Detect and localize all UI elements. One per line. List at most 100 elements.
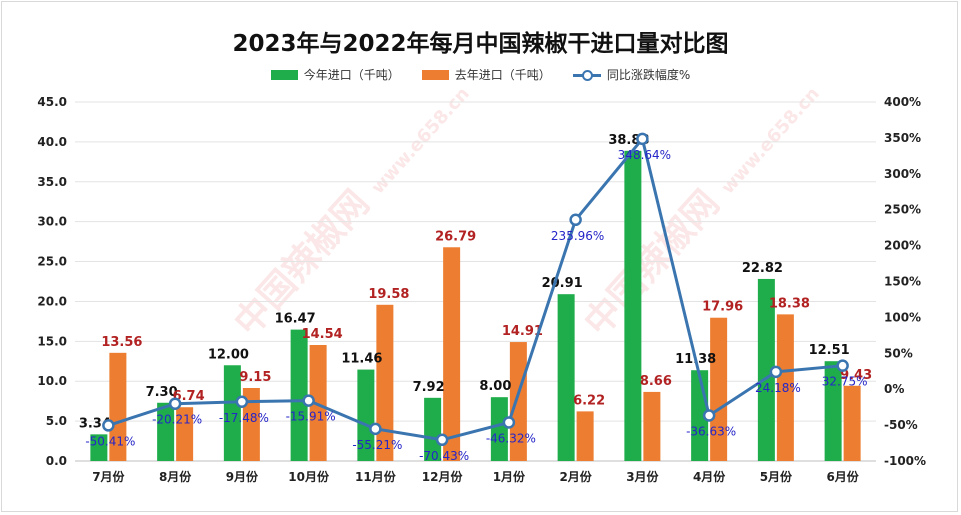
x-tick-label: 1月份 (493, 469, 526, 484)
y-left-tick-label: 45.0 (37, 95, 67, 109)
x-tick-label: 8月份 (159, 469, 192, 484)
bar-this-year (357, 369, 375, 461)
yoy-point (302, 394, 315, 407)
x-tick-label: 6月份 (826, 469, 859, 484)
data-label-last-year: 9.15 (239, 370, 271, 385)
yoy-data-label: -15.91% (286, 410, 336, 424)
y-right-tick-label: 50% (884, 346, 913, 360)
data-label-last-year: 18.38 (769, 296, 810, 311)
yoy-data-label: 32.75% (822, 375, 868, 389)
data-label-last-year: 9.43 (840, 368, 872, 383)
x-tick-label: 9月份 (226, 469, 259, 484)
data-label-last-year: 6.74 (173, 389, 205, 404)
yoy-line (107, 137, 843, 442)
bar-last-year (509, 342, 527, 461)
yoy-point (502, 416, 516, 429)
legend-swatch-green (270, 69, 298, 80)
bar-last-year (376, 304, 394, 461)
y-right-tick-label: 150% (884, 275, 921, 289)
data-label-last-year: 14.54 (302, 327, 343, 342)
yoy-point (769, 365, 783, 379)
y-left-tick-label: 15.0 (37, 334, 67, 348)
y-left-tick-label: 40.0 (37, 135, 67, 149)
legend-label-last-year: 去年进口（千吨） (454, 68, 551, 82)
data-label-this-year: 22.82 (742, 261, 783, 276)
x-tick-label: 10月份 (288, 469, 330, 484)
data-label-last-year: 17.96 (702, 300, 743, 315)
y-right-tick-label: 250% (884, 203, 921, 217)
x-tick-label: 5月份 (760, 469, 793, 484)
yoy-data-label: -36.63% (686, 425, 736, 439)
yoy-point (102, 419, 115, 432)
data-label-this-year: 7.30 (146, 385, 178, 400)
yoy-point (369, 422, 382, 436)
yoy-data-label: -70.43% (419, 449, 469, 463)
y-left-tick-label: 25.0 (37, 255, 67, 269)
y-right-tick-label: 400% (884, 95, 921, 109)
x-tick-label: 2月份 (559, 469, 592, 484)
bar-last-year (109, 352, 127, 461)
data-label-last-year: 6.22 (573, 393, 605, 408)
data-label-last-year: 13.56 (101, 335, 142, 350)
data-label-this-year: 8.00 (479, 379, 511, 394)
data-label-this-year: 7.92 (413, 380, 445, 395)
yoy-data-label: 24.18% (755, 381, 801, 395)
y-right-tick-label: 300% (884, 167, 921, 181)
y-left-tick-label: 30.0 (37, 215, 67, 229)
y-right-tick-label: 200% (884, 239, 921, 253)
yoy-point (569, 213, 582, 227)
yoy-data-label: -20.21% (152, 413, 202, 427)
yoy-point (836, 359, 849, 372)
data-label-this-year: 16.47 (275, 312, 316, 327)
yoy-data-label: -55.21% (352, 438, 402, 452)
x-tick-label: 3月份 (626, 469, 659, 484)
bar-this-year (824, 361, 842, 461)
yoy-point (435, 433, 449, 447)
yoy-data-label: 348.64% (618, 148, 671, 162)
bar-this-year (290, 329, 308, 461)
yoy-point (168, 397, 182, 410)
yoy-point (235, 395, 249, 409)
bar-last-year (643, 391, 661, 461)
bar-this-year (557, 294, 575, 461)
y-left-tick-label: 20.0 (37, 294, 67, 308)
bar-this-year (757, 278, 775, 461)
bar-last-year (443, 247, 461, 461)
bar-last-year (309, 345, 327, 461)
bar-last-year (776, 314, 794, 461)
legend-item-this-year: 今年进口（千吨） (270, 66, 400, 83)
legend: 今年进口（千吨） 去年进口（千吨） 同比涨跌幅度% (0, 66, 961, 83)
yoy-data-label: -17.48% (219, 411, 269, 425)
bar-this-year (424, 397, 442, 461)
legend-swatch-orange (421, 69, 449, 80)
bar-last-year (843, 385, 861, 461)
data-label-this-year: 20.91 (542, 276, 583, 291)
y-right-tick-label: -50% (884, 418, 918, 432)
data-label-this-year: 12.51 (809, 343, 850, 358)
bar-last-year (710, 317, 728, 461)
bar-this-year (90, 434, 108, 461)
y-left-tick-label: 0.0 (46, 454, 67, 468)
x-tick-label: 7月份 (92, 469, 125, 484)
y-left-tick-label: 5.0 (46, 414, 67, 428)
data-label-last-year: 8.66 (640, 374, 672, 389)
bar-last-year (576, 411, 594, 461)
y-right-tick-label: 0% (884, 382, 904, 396)
bar-last-year (242, 388, 260, 461)
y-left-tick-label: 35.0 (37, 175, 67, 189)
y-left-tick-label: 10.0 (37, 374, 67, 388)
bar-last-year (176, 407, 194, 461)
yoy-point (636, 132, 649, 146)
legend-item-yoy: 同比涨跌幅度% (572, 66, 690, 83)
data-label-this-year: 12.00 (208, 347, 249, 362)
data-label-last-year: 26.79 (435, 229, 476, 244)
yoy-data-label: -50.41% (85, 434, 135, 448)
bar-this-year (223, 365, 241, 461)
data-label-this-year: 11.46 (341, 352, 382, 367)
x-tick-label: 12月份 (422, 469, 464, 484)
x-tick-label: 4月份 (693, 469, 726, 484)
legend-swatch-line (572, 69, 601, 81)
data-label-last-year: 19.58 (368, 287, 409, 302)
